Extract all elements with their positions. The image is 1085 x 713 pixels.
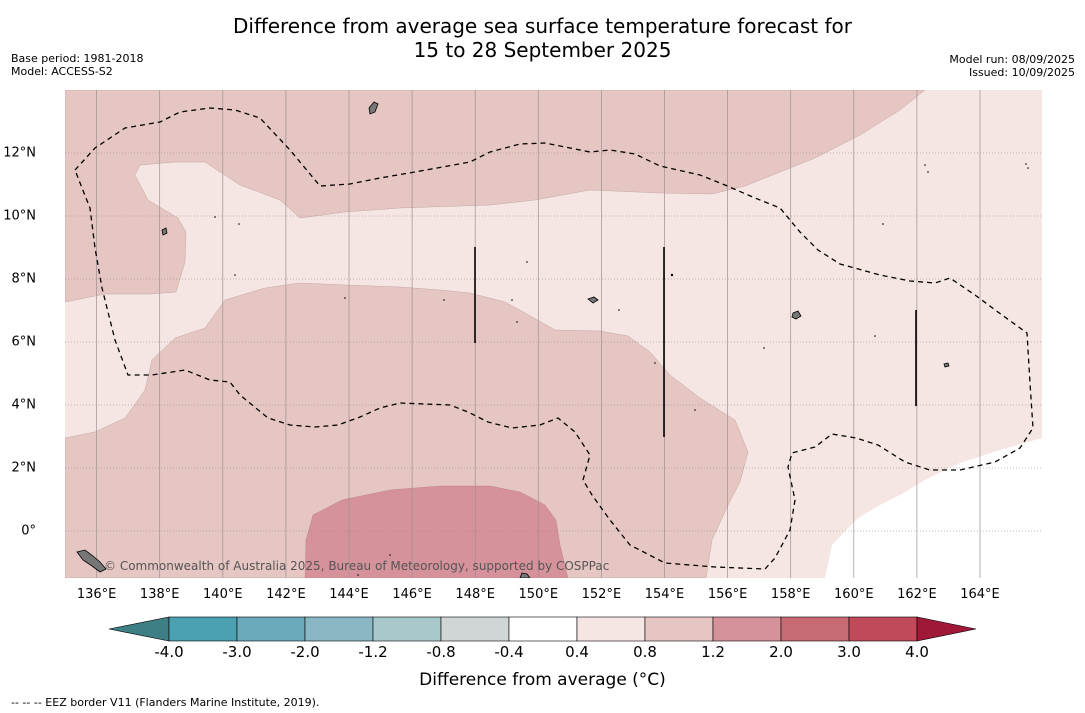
- x-tick-label: 156°E: [707, 587, 748, 602]
- x-tick-label: 162°E: [897, 587, 937, 602]
- colorbar-tick-label: 0.8: [633, 643, 657, 661]
- meta-left: Base period: 1981-2018 Model: ACCESS-S2: [11, 52, 143, 78]
- x-tick-label: 136°E: [76, 587, 117, 602]
- colorbar-swatch: [780, 616, 850, 642]
- colorbar-tick-label: 4.0: [905, 643, 929, 661]
- copyright-notice: © Commonwealth of Australia 2025, Bureau…: [104, 559, 610, 573]
- atoll-dot: [874, 335, 876, 337]
- atoll-dot: [1025, 163, 1027, 165]
- colorbar-tick-label: -3.0: [222, 643, 252, 661]
- atoll-dot: [694, 409, 696, 411]
- atoll-dot: [654, 362, 656, 364]
- colorbar-tick-label: 1.2: [701, 643, 725, 661]
- atoll-dot: [357, 574, 359, 576]
- colorbar-tick-label: -1.2: [358, 643, 388, 661]
- colorbar-tick-label: -2.0: [290, 643, 320, 661]
- y-tick-label: 2°N: [11, 460, 37, 476]
- map-area: [65, 90, 1042, 578]
- x-tick-label: 148°E: [455, 587, 495, 602]
- atoll-dot: [511, 299, 513, 301]
- y-tick-label: 6°N: [11, 334, 37, 350]
- eez-border: [74, 107, 1034, 570]
- title-line-1: Difference from average sea surface temp…: [232, 14, 852, 38]
- x-tick-label: 160°E: [834, 587, 874, 602]
- colorbar-tick-label: -0.4: [494, 643, 524, 661]
- colorbar-swatch: [304, 616, 374, 642]
- atoll-dot: [526, 261, 528, 263]
- y-tick-label: 4°N: [11, 397, 37, 413]
- y-tick-label: 8°N: [11, 271, 37, 287]
- colorbar-swatch: [644, 616, 714, 642]
- colorbar-swatch: [848, 616, 918, 642]
- x-tick-label: 142°E: [266, 587, 306, 602]
- atoll-dot: [443, 299, 445, 301]
- atoll-dot: [516, 321, 518, 323]
- model-name: Model: ACCESS-S2: [11, 65, 113, 78]
- y-tick-label: 0°: [21, 523, 36, 539]
- grid-lines: [65, 90, 1042, 578]
- colorbar-tick-label: 3.0: [837, 643, 861, 661]
- island-north: [368, 101, 379, 115]
- colorbar-extend-high: [916, 616, 977, 642]
- island-east: [791, 310, 802, 320]
- atoll-dot: [882, 223, 884, 225]
- colorbar-swatch: [508, 616, 578, 642]
- island-southwest: [76, 549, 107, 573]
- x-tick-label: 146°E: [392, 587, 432, 602]
- atoll-dots: [214, 163, 1029, 576]
- x-tick-label: 150°E: [518, 587, 559, 602]
- x-tick-label: 158°E: [770, 587, 811, 602]
- colorbar-swatch: [236, 616, 306, 642]
- island-south: [519, 572, 531, 578]
- island-far-east: [943, 362, 950, 368]
- atoll-dot: [234, 274, 236, 276]
- model-run: Model run: 08/09/2025: [949, 53, 1075, 66]
- colorbar-tick-label: -4.0: [154, 643, 184, 661]
- atoll-dot: [389, 554, 391, 556]
- y-tick-label: 10°N: [3, 208, 36, 224]
- anomaly-band-0.8-1.2-south: [65, 282, 749, 578]
- anomaly-band-0.8-1.2-north: [65, 90, 926, 303]
- map-title: Difference from average sea surface temp…: [0, 14, 1085, 62]
- colorbar: [108, 616, 977, 642]
- y-tick-label: 12°N: [3, 145, 36, 161]
- atoll-dot: [924, 164, 926, 166]
- colorbar-tick-label: 0.4: [565, 643, 589, 661]
- x-tick-label: 164°E: [960, 587, 1000, 602]
- atoll-dot: [670, 273, 674, 277]
- colorbar-title: Difference from average (°C): [419, 670, 666, 690]
- eez-legend-note: -- -- -- EEZ border V11 (Flanders Marine…: [11, 696, 320, 709]
- x-tick-label: 140°E: [203, 587, 243, 602]
- base-period: Base period: 1981-2018: [11, 52, 144, 65]
- x-tick-label: 152°E: [581, 587, 622, 602]
- atoll-dot: [214, 216, 216, 218]
- x-tick-label: 138°E: [139, 587, 180, 602]
- atoll-dot: [344, 297, 346, 299]
- atoll-dot: [1027, 167, 1029, 169]
- colorbar-swatch: [712, 616, 782, 642]
- colorbar-swatch: [576, 616, 646, 642]
- atoll-dot: [618, 309, 620, 311]
- island-central: [587, 296, 599, 304]
- colorbar-tick-label: -0.8: [426, 643, 456, 661]
- anomaly-band-neutral: [825, 438, 1042, 578]
- islands: [76, 101, 950, 578]
- anomaly-band-1.2-2.0: [304, 485, 569, 578]
- meta-right: Model run: 08/09/2025 Issued: 10/09/2025: [949, 53, 1075, 79]
- issued-date: Issued: 10/09/2025: [968, 66, 1075, 79]
- colorbar-swatch: [168, 616, 238, 642]
- atoll-dot: [927, 171, 929, 173]
- x-tick-label: 154°E: [644, 587, 685, 602]
- colorbar-extend-low: [108, 616, 170, 642]
- atoll-dot: [238, 223, 240, 225]
- x-tick-label: 144°E: [329, 587, 369, 602]
- atoll-dot: [763, 347, 765, 349]
- colorbar-swatch: [372, 616, 442, 642]
- colorbar-swatch: [440, 616, 510, 642]
- title-line-2: 15 to 28 September 2025: [413, 38, 672, 62]
- island-west: [161, 227, 168, 236]
- colorbar-tick-label: 2.0: [769, 643, 793, 661]
